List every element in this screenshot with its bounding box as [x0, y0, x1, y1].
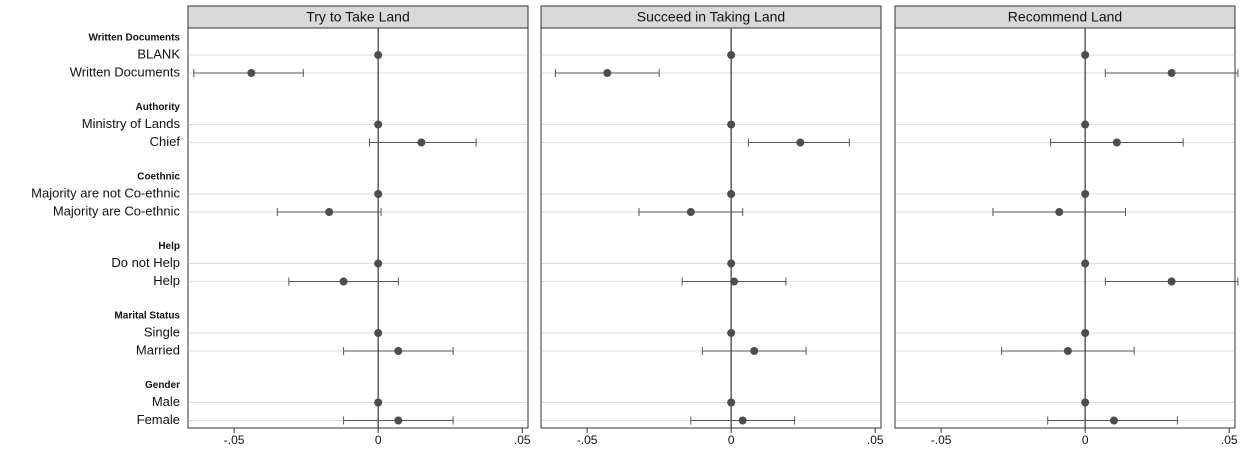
- group-heading: Gender: [145, 380, 180, 391]
- estimate-point: [394, 416, 403, 425]
- y-tick-label: Single: [144, 324, 180, 339]
- estimate-point: [374, 51, 383, 59]
- x-tick-label: 0: [1082, 433, 1089, 447]
- y-tick-label: Ministry of Lands: [82, 116, 181, 131]
- x-tick-label: 0: [728, 433, 735, 447]
- estimate-point: [374, 190, 383, 198]
- y-tick-label: Help: [153, 273, 180, 288]
- y-tick-label: Do not Help: [111, 255, 180, 270]
- y-tick-label: BLANK: [137, 46, 180, 61]
- panel-title: Recommend Land: [1008, 9, 1122, 25]
- group-heading: Marital Status: [114, 311, 180, 322]
- estimate-point: [796, 138, 805, 147]
- panel: Recommend Land -.05 0 .05: [894, 5, 1239, 447]
- estimate-point: [686, 208, 695, 216]
- panel-title: Try to Take Land: [306, 9, 410, 25]
- estimate-point: [1063, 347, 1072, 355]
- x-tick-label: .05: [1221, 433, 1238, 447]
- group-heading: Coethnic: [137, 172, 180, 183]
- panel-frame: [540, 27, 882, 429]
- estimate-point: [325, 208, 334, 216]
- y-tick-label: Male: [152, 394, 180, 409]
- panel-title: Succeed in Taking Land: [637, 9, 785, 25]
- y-tick-label: Written Documents: [70, 64, 181, 79]
- estimate-point: [727, 51, 736, 59]
- estimate-point: [727, 259, 736, 268]
- x-tick-label: .05: [514, 433, 531, 447]
- estimate-point: [727, 120, 736, 129]
- estimate-point: [374, 329, 383, 337]
- x-tick-label: -.05: [931, 433, 952, 447]
- y-tick-label: Majority are not Co-ethnic: [31, 185, 180, 200]
- estimate-point: [1167, 69, 1176, 77]
- y-tick-label: Female: [137, 412, 180, 427]
- estimate-point: [1081, 329, 1090, 337]
- y-axis-labels: Written Documents BLANK Written Documents A…: [31, 33, 180, 427]
- estimate-point: [1081, 398, 1090, 407]
- estimate-point: [603, 69, 612, 77]
- panel-frame: [894, 27, 1236, 429]
- panel-frame: [187, 27, 529, 429]
- estimate-point: [1081, 190, 1090, 198]
- group-heading: Written Documents: [89, 33, 181, 44]
- group-heading: Authority: [136, 102, 181, 113]
- estimate-point: [394, 347, 403, 355]
- estimate-point: [339, 277, 348, 286]
- estimate-point: [750, 347, 759, 355]
- panel: Try to Take Land -.05 0 .05: [187, 5, 531, 447]
- estimate-point: [727, 190, 736, 198]
- estimate-point: [417, 138, 426, 147]
- x-tick-label: -.05: [224, 433, 245, 447]
- estimate-point: [1109, 416, 1118, 425]
- estimate-point: [1167, 277, 1176, 286]
- y-tick-label: Chief: [150, 134, 181, 149]
- estimate-point: [374, 120, 383, 129]
- estimate-point: [727, 329, 736, 337]
- y-tick-label: Married: [136, 342, 180, 357]
- estimate-point: [1055, 208, 1064, 216]
- estimate-point: [1081, 120, 1090, 129]
- estimate-point: [1081, 51, 1090, 59]
- panel: Succeed in Taking Land -.05 0 .05: [540, 5, 884, 447]
- estimate-point: [374, 398, 383, 407]
- x-tick-label: .05: [867, 433, 884, 447]
- estimate-point: [738, 416, 747, 425]
- estimate-point: [247, 69, 256, 77]
- estimate-point: [1112, 138, 1121, 147]
- estimate-point: [727, 398, 736, 407]
- estimate-point: [374, 259, 383, 268]
- x-tick-label: -.05: [577, 433, 598, 447]
- group-heading: Help: [158, 241, 180, 252]
- estimate-point: [730, 277, 739, 286]
- estimate-point: [1081, 259, 1090, 268]
- x-tick-label: 0: [375, 433, 382, 447]
- y-tick-label: Majority are Co-ethnic: [53, 203, 181, 218]
